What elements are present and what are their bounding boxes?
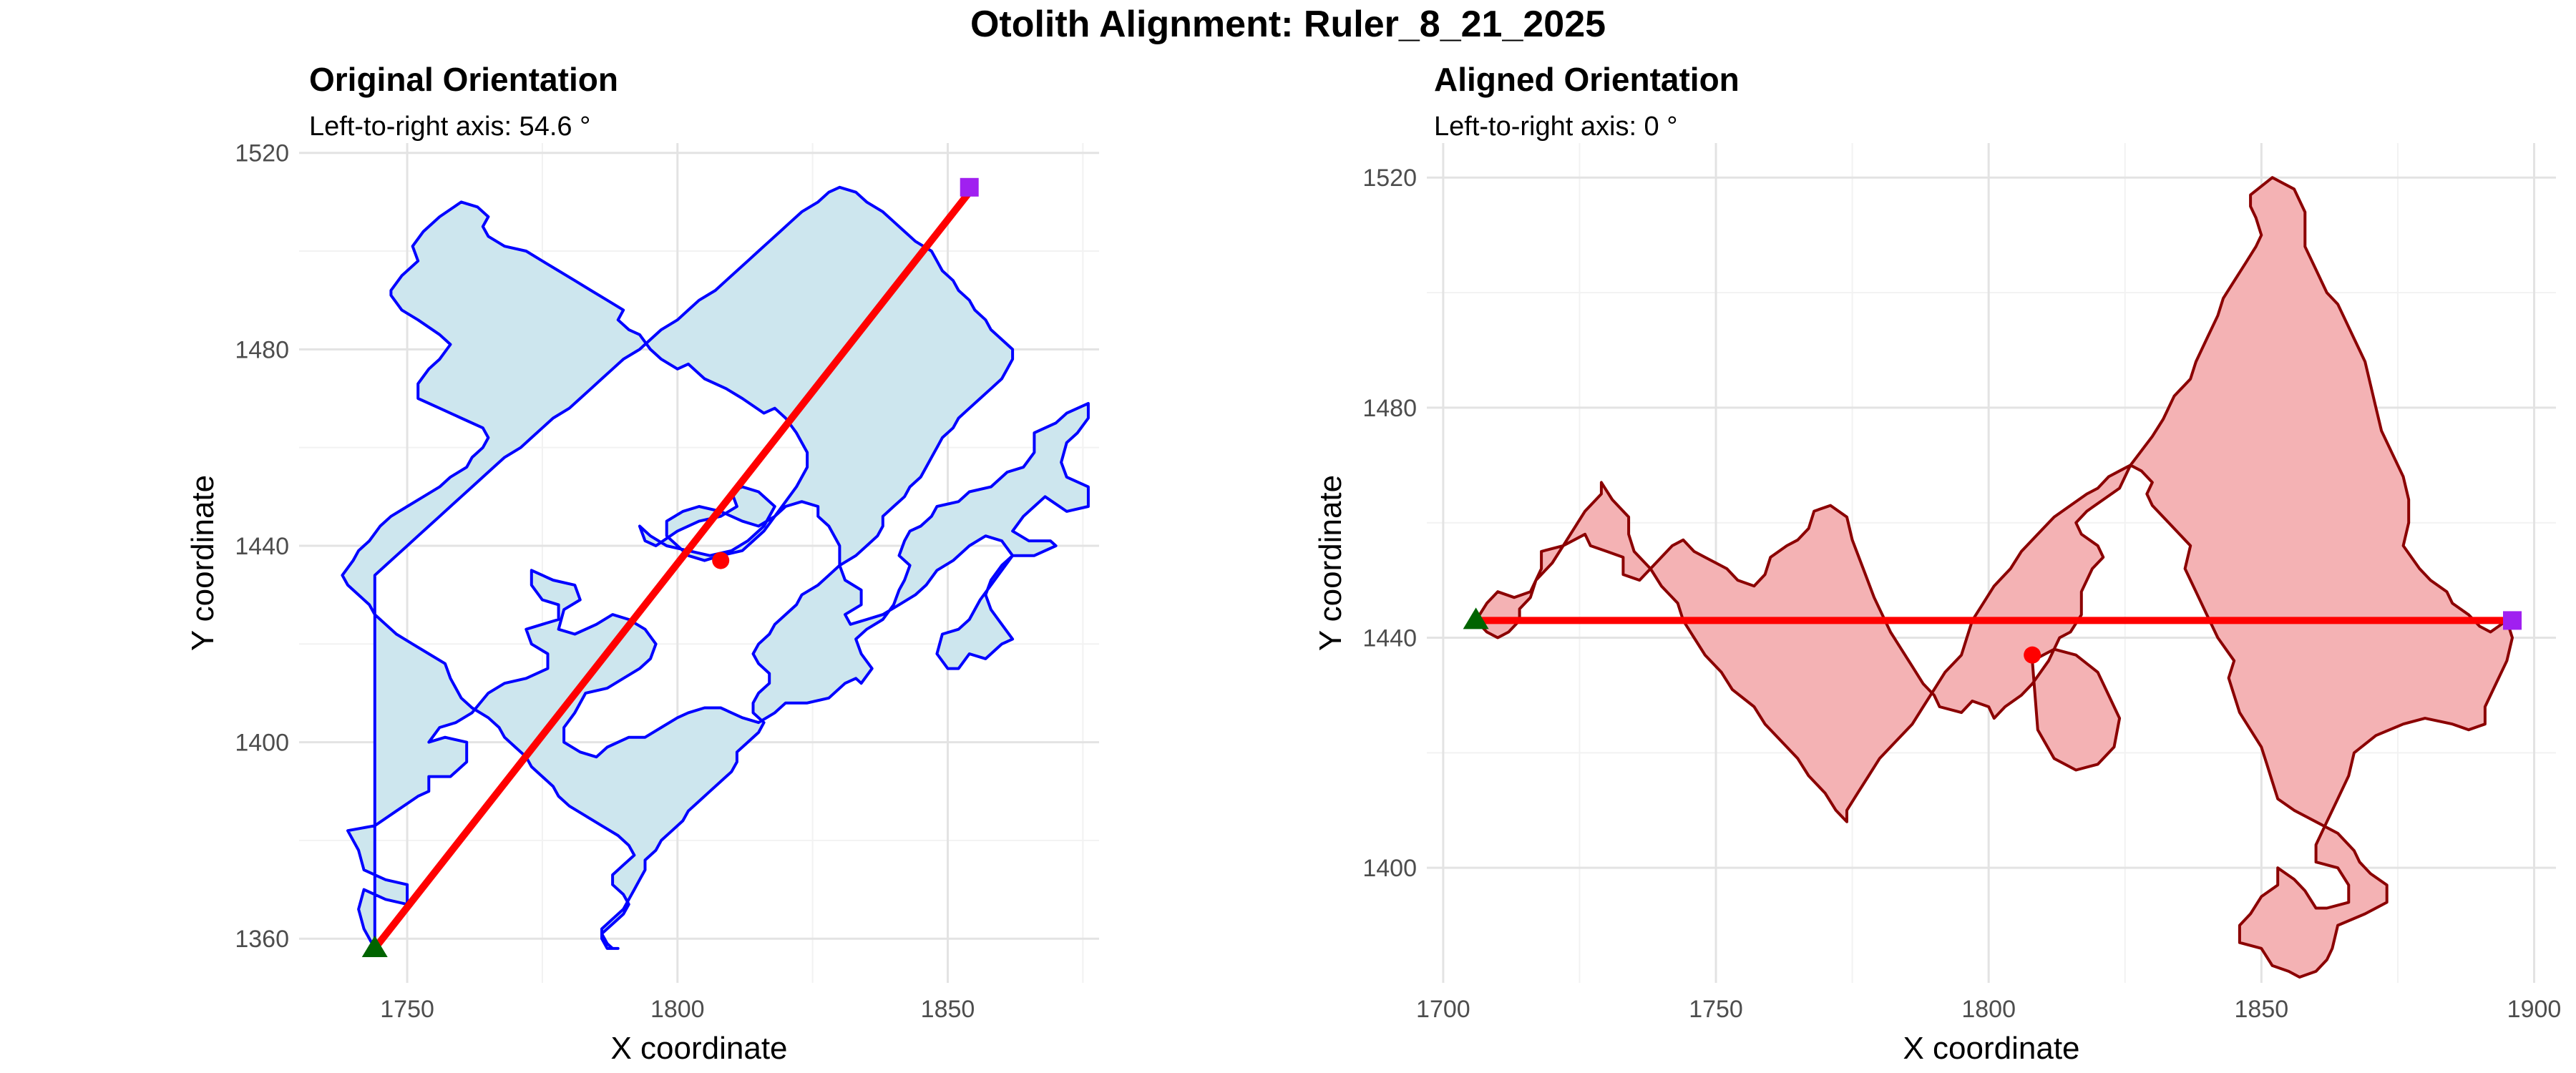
x-tick-label: 1900 <box>2507 996 2562 1023</box>
x-tick-label: 1750 <box>1689 996 1743 1023</box>
y-tick-label: 1520 <box>235 140 289 167</box>
y-tick-label: 1360 <box>235 926 289 953</box>
otolith-outline <box>1474 176 2514 979</box>
start-marker-triangle <box>1463 607 1489 629</box>
panel-original-orientation: 1750 1800 1850 1360 1400 1440 1480 1520 X coordi… <box>185 140 1099 1066</box>
y-tick-label: 1520 <box>1362 165 1417 192</box>
panel-aligned-orientation: 1700 1750 1800 1850 1900 1400 1440 1480 1520 X co… <box>1313 143 2561 1066</box>
x-tick-label: 1800 <box>650 996 705 1023</box>
x-tick-label: 1750 <box>380 996 434 1023</box>
figure-title: Otolith Alignment: Ruler_8_21_2025 <box>970 4 1606 45</box>
otolith-outline <box>341 185 1090 950</box>
end-marker-square <box>2503 611 2522 630</box>
x-axis-label: X coordinate <box>610 1031 787 1066</box>
x-axis-label: X coordinate <box>1903 1031 2079 1066</box>
left-panel-subtitle: Left-to-right axis: 54.6 ° <box>309 112 591 142</box>
y-tick-label: 1480 <box>235 336 289 363</box>
x-tick-label: 1800 <box>1961 996 2016 1023</box>
y-tick-label: 1400 <box>235 730 289 757</box>
end-marker-square <box>960 177 979 197</box>
centroid-point <box>2024 646 2041 664</box>
y-axis-label: Y coordinate <box>185 475 220 651</box>
right-panel-subtitle: Left-to-right axis: 0 ° <box>1434 112 1678 142</box>
x-tick-label: 1850 <box>2235 996 2289 1023</box>
right-panel-title: Aligned Orientation <box>1434 61 1740 98</box>
y-tick-label: 1440 <box>1362 625 1417 652</box>
left-panel-title: Original Orientation <box>309 61 618 98</box>
alignment-axis-line <box>371 190 972 951</box>
y-tick-label: 1440 <box>235 533 289 560</box>
start-marker-triangle <box>361 935 388 957</box>
x-tick-label: 1700 <box>1416 996 1470 1023</box>
y-tick-label: 1400 <box>1362 855 1417 882</box>
x-tick-label: 1850 <box>921 996 975 1023</box>
y-tick-label: 1480 <box>1362 395 1417 422</box>
y-axis-label: Y coordinate <box>1313 475 1348 651</box>
centroid-point <box>712 552 730 569</box>
